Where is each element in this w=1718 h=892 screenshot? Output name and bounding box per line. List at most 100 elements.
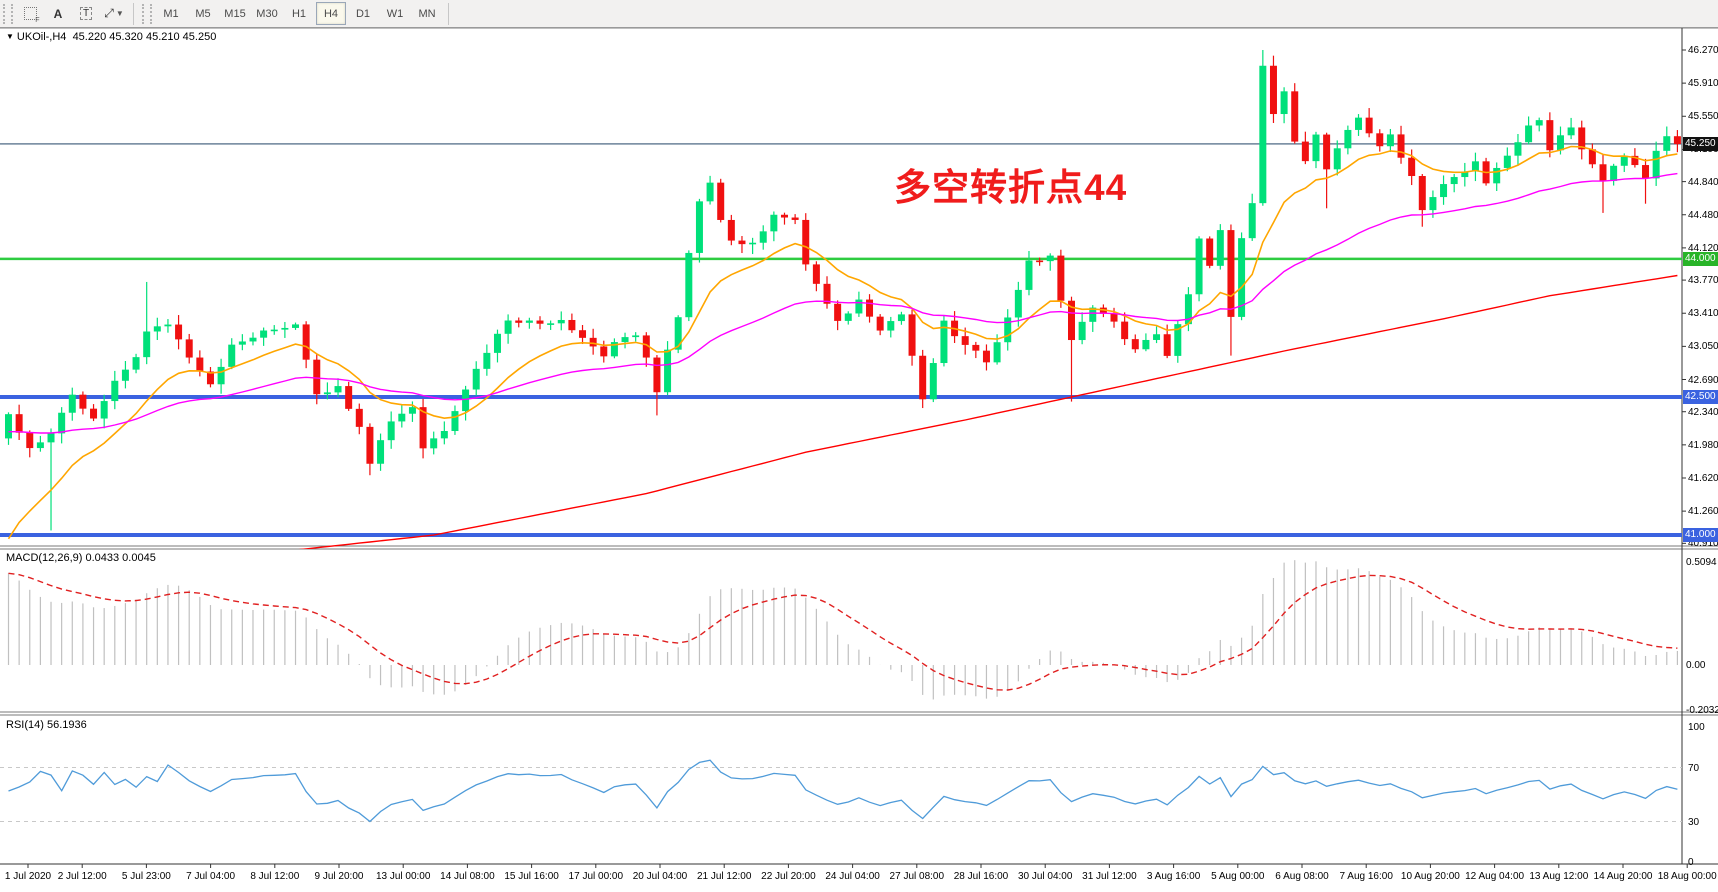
candle — [153, 326, 161, 332]
candle — [579, 330, 587, 338]
candle — [1535, 120, 1543, 126]
time-axis-label[interactable]: 14 Aug 20:00 — [1593, 871, 1653, 882]
timeframe-button-m15[interactable]: M15 — [224, 7, 246, 20]
time-axis-label[interactable]: 13 Aug 12:00 — [1529, 871, 1589, 882]
timeframe-button-m30[interactable]: M30 — [256, 7, 278, 20]
time-axis-label[interactable]: 6 Aug 08:00 — [1275, 871, 1329, 882]
timeframe-button-h1[interactable]: H1 — [291, 7, 307, 20]
chart-text-annotation[interactable]: 多空转折点44 — [894, 167, 1128, 208]
time-axis-label[interactable]: 3 Aug 16:00 — [1146, 871, 1201, 882]
time-axis-label[interactable]: 10 Aug 20:00 — [1400, 871, 1460, 882]
chart-title: ▼ UKOil-,H4 45.220 45.320 45.210 45.250 — [6, 31, 216, 43]
rsi-indicator-label: RSI(14) 56.1936 — [6, 719, 87, 731]
candle — [621, 337, 629, 343]
candle — [642, 335, 650, 358]
price-tick-label: 40.910 — [1688, 538, 1718, 550]
candle — [536, 320, 544, 324]
time-axis-label[interactable]: 18 Aug 00:00 — [1657, 871, 1717, 882]
candle — [483, 352, 491, 369]
candle — [366, 426, 374, 464]
timeframe-button-m5[interactable]: M5 — [195, 7, 211, 20]
candle — [866, 299, 874, 317]
candle — [175, 324, 183, 340]
candle — [1014, 289, 1022, 318]
timeframe-button-w1[interactable]: W1 — [386, 7, 404, 20]
candle — [717, 182, 725, 220]
label-tool-icon[interactable]: T — [73, 2, 99, 26]
time-axis-label[interactable]: 7 Jul 04:00 — [186, 871, 236, 882]
candle — [1599, 164, 1607, 181]
toolbar-drag-handle[interactable] — [142, 3, 152, 24]
arrows-tool-icon[interactable]: ⤢ ▼ — [104, 6, 124, 20]
candle — [1578, 127, 1586, 150]
candle — [1642, 165, 1650, 179]
price-tick-label: 44.120 — [1688, 242, 1718, 254]
timeframe-button-d1[interactable]: D1 — [355, 7, 371, 20]
candle — [1408, 157, 1416, 177]
candle — [982, 350, 990, 363]
time-axis-label[interactable]: 22 Jul 20:00 — [761, 871, 816, 882]
candle — [1248, 203, 1256, 239]
crosshair-grid-icon[interactable] — [17, 2, 43, 26]
text-annotation-icon[interactable]: A — [53, 6, 63, 21]
candle — [260, 330, 268, 338]
time-axis-label[interactable]: 30 Jul 04:00 — [1017, 871, 1073, 882]
time-axis-label[interactable]: 14 Jul 08:00 — [440, 871, 495, 882]
time-axis-label[interactable]: 20 Jul 04:00 — [632, 871, 688, 882]
candle — [1259, 65, 1267, 204]
time-axis-label[interactable]: 27 Jul 08:00 — [889, 871, 945, 882]
time-axis-label[interactable]: 28 Jul 16:00 — [953, 871, 1009, 882]
time-axis-label[interactable]: 21 Jul 12:00 — [696, 871, 752, 882]
time-axis-label[interactable]: 7 Aug 16:00 — [1339, 871, 1393, 882]
candle — [345, 386, 353, 409]
candle — [1673, 136, 1681, 145]
candle — [929, 363, 937, 400]
time-axis-label[interactable]: 1 Jul 2020 — [4, 871, 52, 882]
candle — [1631, 155, 1639, 166]
time-axis-label[interactable]: 17 Jul 00:00 — [568, 871, 624, 882]
candle — [1556, 135, 1564, 151]
candle — [1567, 127, 1575, 136]
timeframe-button-m1[interactable]: M1 — [163, 7, 179, 20]
candle — [1025, 260, 1033, 290]
time-axis-label[interactable]: 5 Aug 00:00 — [1211, 871, 1265, 882]
toolbar-separator — [448, 2, 449, 25]
price-tick-label: 43.410 — [1688, 308, 1718, 320]
candle — [121, 369, 129, 381]
time-axis-label[interactable]: 15 Jul 16:00 — [504, 871, 559, 882]
time-axis-label[interactable]: 8 Jul 12:00 — [250, 871, 300, 882]
candle — [1493, 167, 1501, 184]
fast-ma — [7, 145, 1678, 540]
time-axis-label[interactable]: 13 Jul 00:00 — [375, 871, 431, 882]
candle — [15, 414, 23, 433]
candle — [664, 349, 672, 393]
rsi-tick-label: 100 — [1688, 722, 1705, 733]
macd-signal-line — [8, 572, 1678, 691]
time-axis-label[interactable]: 24 Jul 04:00 — [825, 871, 880, 882]
candle — [1376, 133, 1384, 147]
candle — [1525, 125, 1533, 143]
candle — [557, 319, 565, 324]
timeframe-button-mn[interactable]: MN — [418, 7, 436, 20]
rsi-tick-label: 30 — [1688, 816, 1700, 828]
time-axis-label[interactable]: 31 Jul 12:00 — [1082, 871, 1137, 882]
time-axis-label[interactable]: 5 Jul 23:00 — [121, 871, 171, 882]
candle — [355, 408, 363, 427]
candle — [515, 320, 523, 323]
candle — [812, 264, 820, 284]
time-axis-label[interactable]: 12 Aug 04:00 — [1465, 871, 1525, 882]
candle — [462, 389, 470, 412]
time-axis-label[interactable]: 9 Jul 20:00 — [314, 871, 364, 882]
candle — [419, 407, 427, 449]
candle — [759, 231, 767, 243]
timeframe-button-h4[interactable]: H4 — [316, 2, 346, 25]
toolbar: A T ⤢▼ M1 M5 M15 M30 H1 H4 D1 W1 MN — [0, 0, 1718, 28]
candle — [1355, 117, 1363, 130]
time-axis-label[interactable]: 2 Jul 12:00 — [57, 871, 107, 882]
candle — [143, 331, 151, 358]
symbol-dropdown-icon[interactable]: ▼ — [6, 32, 14, 41]
candle — [58, 412, 66, 434]
toolbar-drag-handle[interactable] — [3, 3, 13, 24]
candle — [1131, 339, 1139, 350]
